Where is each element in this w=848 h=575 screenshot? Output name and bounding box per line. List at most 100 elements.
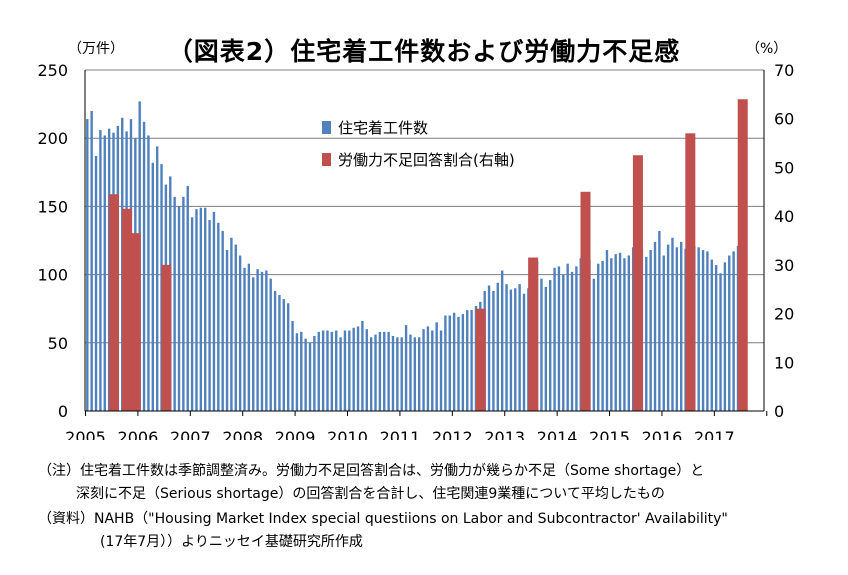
starts-bar — [452, 312, 456, 411]
starts-bar — [282, 299, 286, 411]
starts-bar — [291, 320, 294, 411]
shortage-bar — [580, 191, 591, 411]
starts-bar — [286, 303, 290, 411]
starts-bar — [374, 334, 377, 411]
starts-bar — [439, 330, 443, 411]
note-line-1: （注）住宅着工件数は季節調整済み。労働力不足回答割合は、労働力が幾らか不足（So… — [38, 463, 705, 479]
x-tick-label: 2007 — [170, 428, 211, 440]
x-tick-label: 2010 — [327, 428, 368, 440]
starts-bar — [732, 251, 735, 411]
starts-bar — [339, 337, 342, 411]
shortage-bar — [161, 264, 172, 411]
starts-bar — [326, 330, 329, 411]
starts-bar — [492, 290, 495, 411]
starts-bar — [182, 196, 185, 411]
starts-bar — [662, 255, 665, 411]
starts-bar — [658, 230, 661, 411]
starts-bar — [265, 270, 268, 411]
starts-series — [86, 101, 744, 412]
starts-bar — [710, 259, 713, 411]
starts-bar — [605, 250, 609, 411]
starts-bar — [352, 327, 355, 411]
starts-bar — [243, 267, 246, 411]
x-tick-label: 2014 — [537, 428, 578, 440]
shortage-bar — [737, 99, 748, 411]
starts-bar — [514, 288, 517, 411]
y-right-tick-label: 50 — [774, 158, 794, 177]
shortage-bar — [528, 257, 539, 411]
starts-bar — [714, 265, 718, 411]
starts-bar — [610, 258, 613, 411]
starts-bar — [601, 260, 604, 411]
starts-bar — [335, 330, 338, 411]
starts-bar — [387, 331, 390, 411]
starts-bar — [383, 331, 386, 411]
chart-area: 0 50 100 150 200 250 0 10 20 30 40 50 60 70 2005 2006 20… — [37, 61, 794, 440]
shortage-bar — [130, 233, 141, 411]
starts-bar — [155, 146, 159, 411]
shortage-bar — [121, 208, 132, 411]
starts-bar — [186, 185, 189, 411]
y-left-tick-label: 200 — [37, 129, 68, 148]
starts-bar — [413, 337, 417, 411]
starts-bar — [256, 269, 259, 411]
starts-bar — [623, 258, 626, 411]
starts-bar — [444, 315, 447, 411]
starts-bar — [234, 244, 237, 411]
starts-bar — [509, 289, 513, 411]
y-right-tick-label: 70 — [774, 61, 794, 80]
starts-bar — [99, 130, 102, 411]
shortage-bar — [108, 194, 119, 411]
starts-bar — [470, 310, 473, 411]
starts-bar — [409, 334, 412, 411]
x-tick-label: 2017 — [694, 428, 735, 440]
starts-bar — [435, 322, 438, 411]
starts-bar — [147, 135, 150, 411]
y-left-tick-label: 50 — [48, 334, 68, 353]
starts-bar — [391, 335, 395, 411]
starts-bar — [273, 290, 277, 411]
starts-bar — [562, 274, 565, 411]
starts-bar — [522, 293, 526, 411]
starts-bar — [557, 266, 561, 411]
starts-bar — [549, 280, 552, 411]
starts-bar — [238, 255, 242, 411]
y-right-tick-label: 40 — [774, 207, 794, 226]
starts-bar — [723, 262, 727, 411]
starts-bar — [645, 256, 648, 411]
starts-bar — [706, 251, 709, 411]
shortage-bar — [475, 308, 486, 411]
legend-label-starts: 住宅着工件数 — [338, 119, 428, 137]
starts-bar — [597, 263, 600, 411]
starts-bar — [457, 316, 460, 411]
starts-bar — [86, 119, 89, 411]
starts-bar — [675, 247, 679, 411]
legend-label-shortage: 労働力不足回答割合(右軸) — [338, 151, 515, 169]
starts-bar — [400, 337, 403, 411]
chart-title: （図表2）住宅着工件数および労働力不足感 — [167, 37, 681, 66]
x-tick-label: 2009 — [275, 428, 316, 440]
note-line-2: 深刻に不足（Serious shortage）の回答割合を合計し、住宅関連9業種… — [76, 486, 665, 502]
starts-bar — [173, 196, 176, 411]
starts-bar — [697, 247, 700, 411]
y-right-tick-label: 0 — [774, 402, 784, 421]
starts-bar — [719, 273, 722, 411]
right-axis-unit: （%） — [746, 41, 788, 57]
starts-bar — [649, 250, 652, 411]
source-line-1: （資料）NAHB（"Housing Market Index special q… — [38, 511, 728, 527]
starts-bar — [496, 282, 499, 411]
x-tick-label: 2006 — [118, 428, 159, 440]
starts-bar — [247, 263, 251, 411]
legend-swatch-starts — [322, 121, 331, 134]
starts-bar — [680, 241, 683, 411]
starts-bar — [313, 335, 316, 411]
starts-bar — [356, 326, 360, 411]
starts-bar — [317, 331, 320, 411]
starts-bar — [553, 267, 556, 411]
starts-bar — [671, 237, 674, 411]
starts-bar — [142, 121, 146, 411]
source-line-2: (17年7月））よりニッセイ基礎研究所作成 — [100, 534, 363, 550]
x-tick-label: 2013 — [484, 428, 525, 440]
y-left-tick-label: 0 — [58, 402, 68, 421]
starts-bar — [466, 310, 469, 411]
